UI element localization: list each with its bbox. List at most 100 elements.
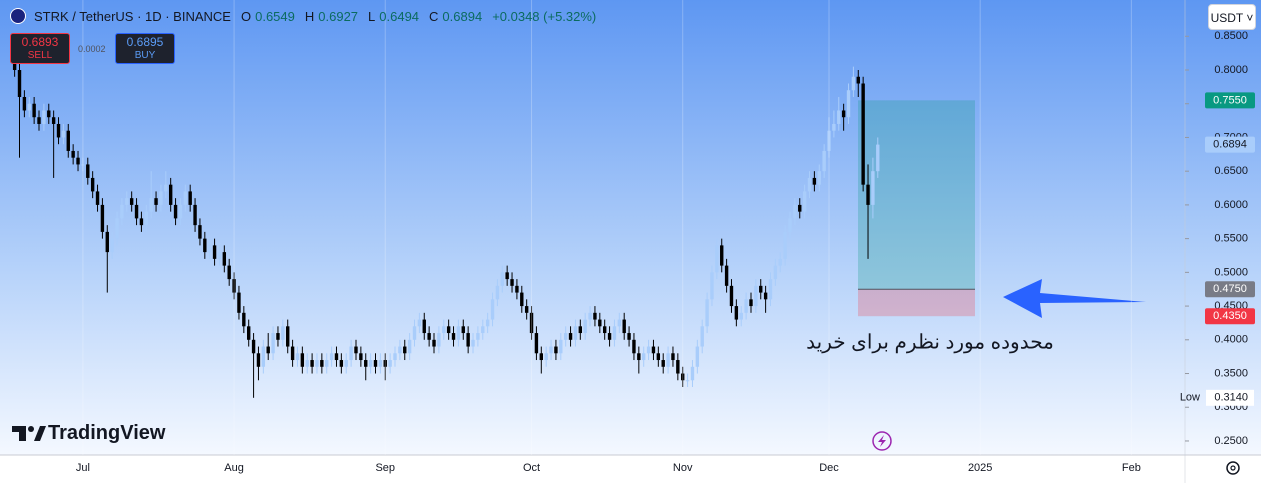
candle-body: [149, 198, 153, 212]
candle-body: [676, 360, 680, 374]
candle-body: [217, 252, 222, 259]
stop-price-box: [1205, 308, 1255, 325]
candle-body: [276, 333, 280, 340]
candle-body: [398, 346, 402, 354]
settings-icon[interactable]: [1226, 461, 1240, 475]
candle-body: [695, 346, 700, 367]
candle-body: [315, 360, 319, 367]
candle-body: [173, 204, 178, 219]
x-tick-label: Aug: [224, 462, 244, 474]
y-tick-label: 0.8500: [1214, 30, 1248, 42]
candle-body: [651, 346, 656, 354]
candle-body: [305, 360, 309, 367]
candle-body: [773, 265, 778, 280]
candle-body: [588, 312, 592, 320]
candle-body: [734, 306, 739, 320]
candle-body: [510, 279, 514, 286]
candle-body: [188, 191, 192, 205]
candle-body: [451, 333, 456, 340]
logo-part: [34, 426, 46, 441]
candle-body: [403, 346, 407, 354]
candle-body: [193, 204, 197, 226]
candle-body: [549, 346, 553, 354]
candle-body: [446, 326, 451, 334]
candle-body: [300, 353, 305, 367]
candle-body: [125, 198, 129, 205]
candle-body: [271, 333, 275, 354]
candle-body: [183, 191, 188, 205]
candle-body: [598, 319, 602, 327]
target-zone: [858, 100, 975, 290]
ohlc-value: 0.6927: [318, 8, 359, 24]
candle-body: [139, 218, 144, 226]
ohlc-value: 0.6549: [255, 8, 295, 24]
candle-body: [495, 285, 500, 300]
candle-body: [505, 272, 509, 280]
candle-body: [515, 285, 519, 293]
buy-label: BUY: [134, 50, 156, 61]
candle-body: [749, 299, 753, 307]
candle-body: [817, 171, 821, 185]
candle-body: [388, 360, 392, 367]
candle-body: [344, 360, 348, 367]
buy-button[interactable]: 0.6895 BUY: [115, 33, 175, 64]
candle-body: [666, 353, 670, 367]
time-axis: [0, 455, 1261, 483]
candle-body: [256, 353, 261, 367]
candle-body: [427, 333, 431, 340]
candle-body: [349, 346, 353, 361]
candle-body: [266, 346, 270, 354]
candle-body: [110, 238, 114, 253]
candle-body: [534, 333, 539, 354]
candle-body: [56, 123, 61, 138]
candle-body: [759, 285, 763, 293]
candle-body: [729, 285, 734, 307]
candle-body: [242, 312, 246, 327]
candle-body: [715, 245, 719, 273]
candle-body: [778, 258, 782, 266]
candle-body: [539, 353, 543, 361]
candle-body: [578, 326, 583, 334]
candle-body: [710, 272, 714, 300]
x-tick-label: Sep: [375, 462, 395, 474]
sell-button[interactable]: 0.6893 SELL: [10, 33, 70, 64]
candle-body: [86, 164, 90, 178]
candle-body: [783, 231, 787, 259]
candle-body: [17, 70, 22, 97]
y-tick-label: 0.6500: [1214, 165, 1248, 177]
candle-body: [339, 360, 344, 367]
brand: TradingView: [48, 422, 166, 444]
candle-body: [802, 191, 807, 212]
currency-button[interactable]: USDT ˅: [1208, 4, 1256, 30]
candle-body: [373, 360, 378, 367]
sell-price: 0.6893: [21, 35, 59, 49]
candle-body: [461, 326, 465, 334]
entry-price-label: 0.4750: [1213, 283, 1247, 295]
candle-body: [129, 198, 134, 205]
candle-body: [320, 360, 324, 367]
candle-body: [22, 96, 27, 111]
candle-body: [559, 339, 563, 354]
ohlc-value: 0.6894: [442, 8, 483, 24]
candle-body: [100, 204, 105, 232]
candle-body: [607, 333, 612, 340]
candle-body: [661, 360, 665, 367]
candle-body: [861, 83, 865, 185]
candle-body: [422, 319, 426, 334]
candle-body: [744, 299, 748, 313]
candle-body: [642, 353, 646, 361]
candle-body: [544, 353, 548, 361]
candle-body: [251, 339, 256, 354]
low-box: [1206, 389, 1254, 406]
candle-body: [466, 333, 470, 347]
y-tick-label: 0.2500: [1214, 435, 1248, 447]
candle-body: [134, 204, 139, 219]
target-price-box: [1205, 92, 1255, 109]
candle-body: [76, 157, 80, 165]
candle-body: [471, 339, 475, 347]
candle-body: [827, 130, 831, 151]
candle-body: [822, 150, 826, 172]
candle-body: [851, 76, 856, 91]
candle-body: [412, 326, 417, 340]
candle-body: [203, 238, 207, 253]
